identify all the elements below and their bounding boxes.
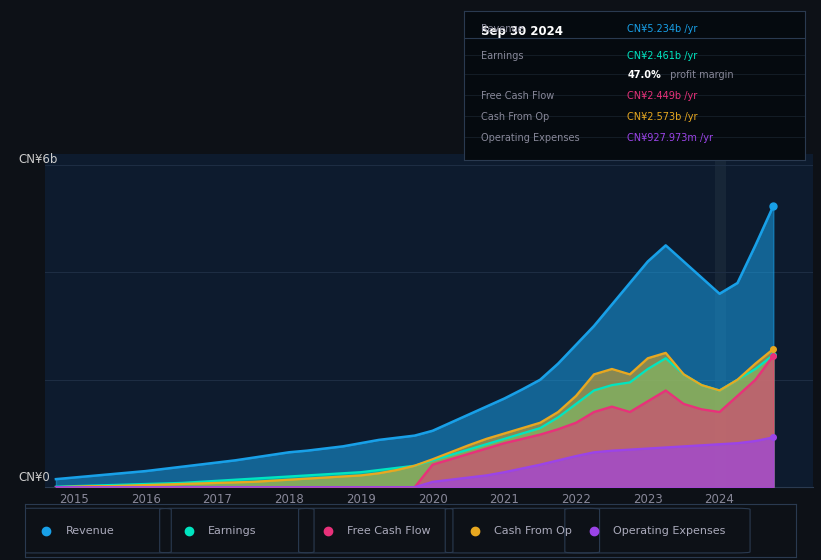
Text: CN¥2.449b /yr: CN¥2.449b /yr <box>627 91 698 101</box>
Text: 47.0%: 47.0% <box>627 70 661 80</box>
Text: CN¥6b: CN¥6b <box>18 153 57 166</box>
Text: CN¥927.973m /yr: CN¥927.973m /yr <box>627 133 713 143</box>
Text: CN¥0: CN¥0 <box>18 470 50 484</box>
Text: Earnings: Earnings <box>209 526 257 535</box>
Text: Free Cash Flow: Free Cash Flow <box>481 91 554 101</box>
Text: CN¥2.573b /yr: CN¥2.573b /yr <box>627 112 698 122</box>
Text: profit margin: profit margin <box>667 70 733 80</box>
Text: Revenue: Revenue <box>481 24 524 34</box>
Text: CN¥5.234b /yr: CN¥5.234b /yr <box>627 24 698 34</box>
Text: CN¥2.461b /yr: CN¥2.461b /yr <box>627 51 698 61</box>
Text: Revenue: Revenue <box>66 526 114 535</box>
Text: Earnings: Earnings <box>481 51 524 61</box>
Text: Sep 30 2024: Sep 30 2024 <box>481 25 563 38</box>
Text: Operating Expenses: Operating Expenses <box>613 526 726 535</box>
Text: Operating Expenses: Operating Expenses <box>481 133 580 143</box>
Text: Free Cash Flow: Free Cash Flow <box>347 526 431 535</box>
Text: Cash From Op: Cash From Op <box>481 112 549 122</box>
Text: Cash From Op: Cash From Op <box>494 526 571 535</box>
